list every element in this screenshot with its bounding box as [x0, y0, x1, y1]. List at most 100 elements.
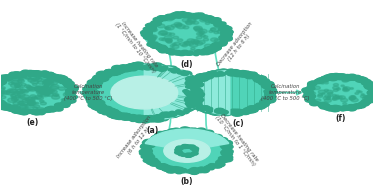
- Circle shape: [196, 90, 206, 95]
- Circle shape: [219, 158, 229, 163]
- Circle shape: [147, 64, 157, 70]
- Circle shape: [165, 166, 175, 171]
- Circle shape: [256, 76, 265, 81]
- Circle shape: [358, 77, 366, 81]
- Circle shape: [17, 104, 27, 108]
- Circle shape: [152, 113, 163, 119]
- Circle shape: [159, 48, 164, 51]
- Circle shape: [327, 74, 336, 78]
- Circle shape: [61, 80, 67, 83]
- Circle shape: [306, 90, 314, 94]
- Circle shape: [184, 87, 193, 91]
- Circle shape: [193, 80, 202, 84]
- Circle shape: [185, 90, 190, 92]
- Circle shape: [84, 91, 92, 95]
- Circle shape: [54, 107, 63, 111]
- Circle shape: [203, 38, 209, 41]
- Circle shape: [181, 154, 184, 156]
- Circle shape: [174, 42, 180, 45]
- Circle shape: [26, 89, 30, 91]
- Circle shape: [85, 94, 94, 99]
- Circle shape: [35, 78, 40, 80]
- Circle shape: [61, 103, 70, 107]
- Circle shape: [212, 135, 221, 139]
- Circle shape: [62, 81, 72, 86]
- Circle shape: [191, 83, 197, 86]
- Circle shape: [151, 136, 162, 141]
- Circle shape: [355, 77, 366, 82]
- Circle shape: [304, 93, 312, 97]
- Circle shape: [100, 77, 105, 80]
- Circle shape: [264, 100, 271, 104]
- Circle shape: [152, 65, 158, 67]
- Text: (e): (e): [27, 118, 39, 127]
- Circle shape: [182, 145, 190, 148]
- Circle shape: [202, 108, 212, 113]
- Circle shape: [50, 107, 58, 111]
- Circle shape: [92, 80, 101, 85]
- Circle shape: [142, 145, 148, 148]
- Circle shape: [349, 96, 356, 99]
- Circle shape: [188, 96, 194, 99]
- Circle shape: [196, 90, 203, 93]
- Circle shape: [184, 130, 193, 134]
- Circle shape: [40, 90, 45, 92]
- Circle shape: [94, 105, 101, 109]
- Circle shape: [1, 75, 10, 80]
- Circle shape: [102, 73, 111, 77]
- Circle shape: [206, 131, 213, 134]
- Circle shape: [6, 77, 12, 81]
- Circle shape: [0, 105, 9, 110]
- Circle shape: [199, 129, 205, 132]
- Circle shape: [251, 107, 256, 110]
- Circle shape: [157, 115, 167, 120]
- Circle shape: [189, 153, 194, 156]
- Circle shape: [234, 72, 239, 74]
- Circle shape: [0, 84, 2, 88]
- Circle shape: [223, 26, 232, 31]
- Circle shape: [172, 45, 179, 48]
- Circle shape: [268, 86, 275, 89]
- Circle shape: [327, 107, 335, 111]
- Circle shape: [200, 75, 210, 80]
- Circle shape: [144, 35, 154, 40]
- Circle shape: [17, 74, 22, 76]
- Circle shape: [147, 117, 156, 122]
- Circle shape: [0, 79, 6, 82]
- Circle shape: [34, 71, 44, 76]
- Circle shape: [143, 158, 153, 163]
- Circle shape: [1, 77, 6, 79]
- Circle shape: [212, 135, 217, 138]
- Circle shape: [91, 84, 101, 89]
- Circle shape: [0, 96, 6, 99]
- Circle shape: [218, 159, 226, 162]
- Circle shape: [187, 128, 194, 132]
- Circle shape: [143, 144, 150, 147]
- Circle shape: [125, 65, 131, 68]
- Circle shape: [163, 166, 168, 169]
- Circle shape: [193, 85, 199, 88]
- Circle shape: [181, 153, 187, 156]
- Circle shape: [194, 102, 201, 105]
- Circle shape: [211, 49, 217, 52]
- Circle shape: [19, 101, 22, 103]
- Circle shape: [190, 102, 200, 107]
- Circle shape: [355, 104, 364, 108]
- Circle shape: [222, 112, 227, 115]
- Circle shape: [219, 69, 229, 74]
- Circle shape: [42, 73, 50, 77]
- Circle shape: [10, 107, 14, 109]
- Circle shape: [193, 130, 203, 135]
- Circle shape: [50, 86, 58, 90]
- Circle shape: [111, 113, 122, 119]
- Circle shape: [27, 71, 34, 74]
- Circle shape: [223, 37, 232, 41]
- Circle shape: [206, 16, 213, 19]
- Circle shape: [146, 115, 156, 119]
- Circle shape: [225, 30, 233, 34]
- Circle shape: [38, 72, 47, 76]
- Circle shape: [194, 86, 204, 91]
- Circle shape: [63, 92, 73, 97]
- Circle shape: [212, 19, 217, 22]
- Circle shape: [21, 109, 26, 112]
